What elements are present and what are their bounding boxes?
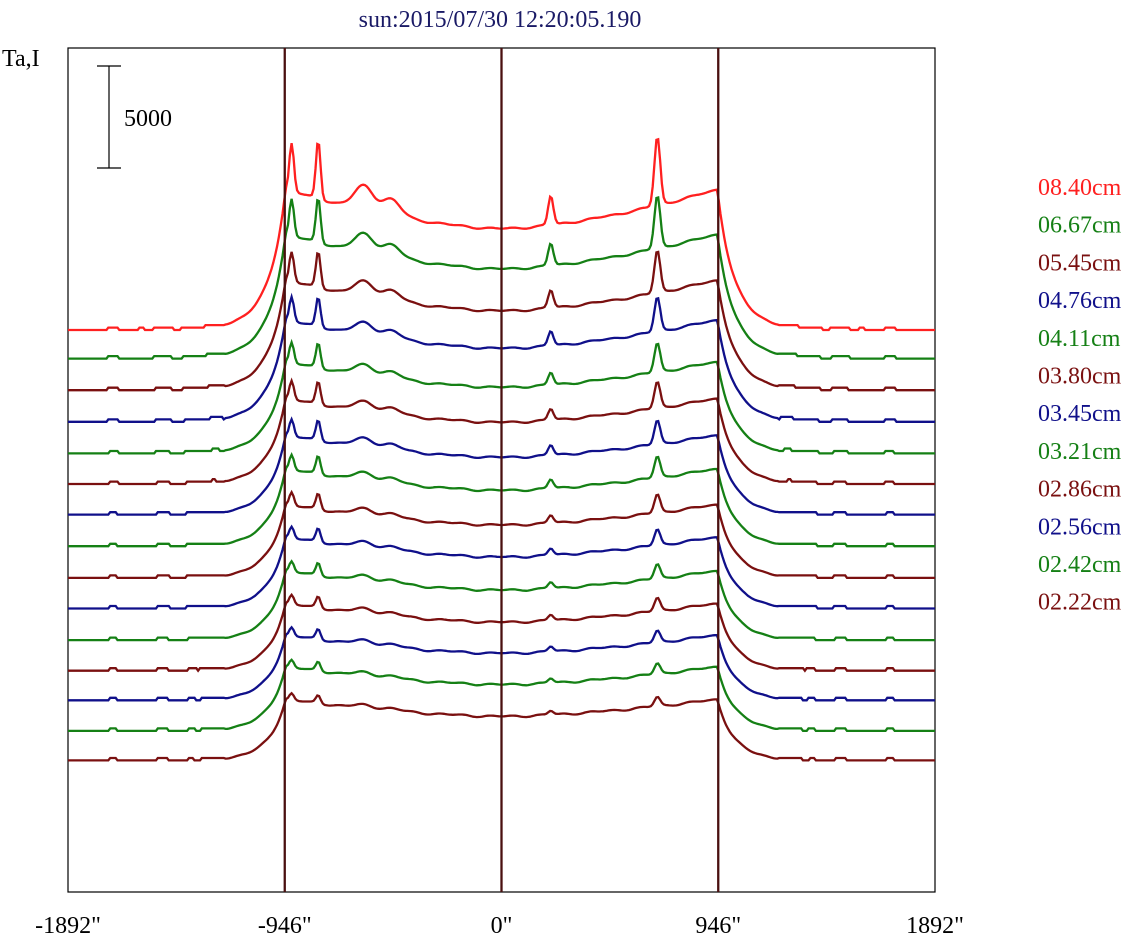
x-tick-label: -1892" (35, 913, 101, 939)
y-axis-label: Ta,I (2, 46, 40, 72)
legend: 08.40cm 06.67cm 05.45cm 04.76cm 04.11cm 03.80… (1038, 175, 1122, 616)
reference-lines (283, 48, 720, 892)
scale-bar-label: 5000 (124, 106, 172, 132)
legend-item: 08.40cm (1038, 175, 1122, 201)
legend-item: 04.11cm (1038, 326, 1121, 352)
x-tick-label: 0" (491, 913, 513, 939)
scale-bar: 5000 (97, 65, 172, 169)
legend-item: 03.80cm (1038, 364, 1122, 390)
legend-item: 03.45cm (1038, 401, 1122, 427)
x-tick-label: -946" (258, 913, 312, 939)
x-tick-label: 1892" (906, 913, 964, 939)
legend-item: 06.67cm (1038, 213, 1122, 239)
legend-item: 02.56cm (1038, 514, 1122, 540)
legend-item: 02.22cm (1038, 590, 1122, 616)
legend-item: 02.86cm (1038, 477, 1122, 503)
legend-item: 04.76cm (1038, 288, 1122, 314)
legend-item: 02.42cm (1038, 552, 1122, 578)
x-axis-ticks: -1892" -946" 0" 946" 1892" (35, 913, 964, 939)
legend-item: 05.45cm (1038, 250, 1122, 276)
x-tick-label: 946" (695, 913, 741, 939)
legend-item: 03.21cm (1038, 439, 1122, 465)
chart-title: sun:2015/07/30 12:20:05.190 (359, 7, 642, 33)
